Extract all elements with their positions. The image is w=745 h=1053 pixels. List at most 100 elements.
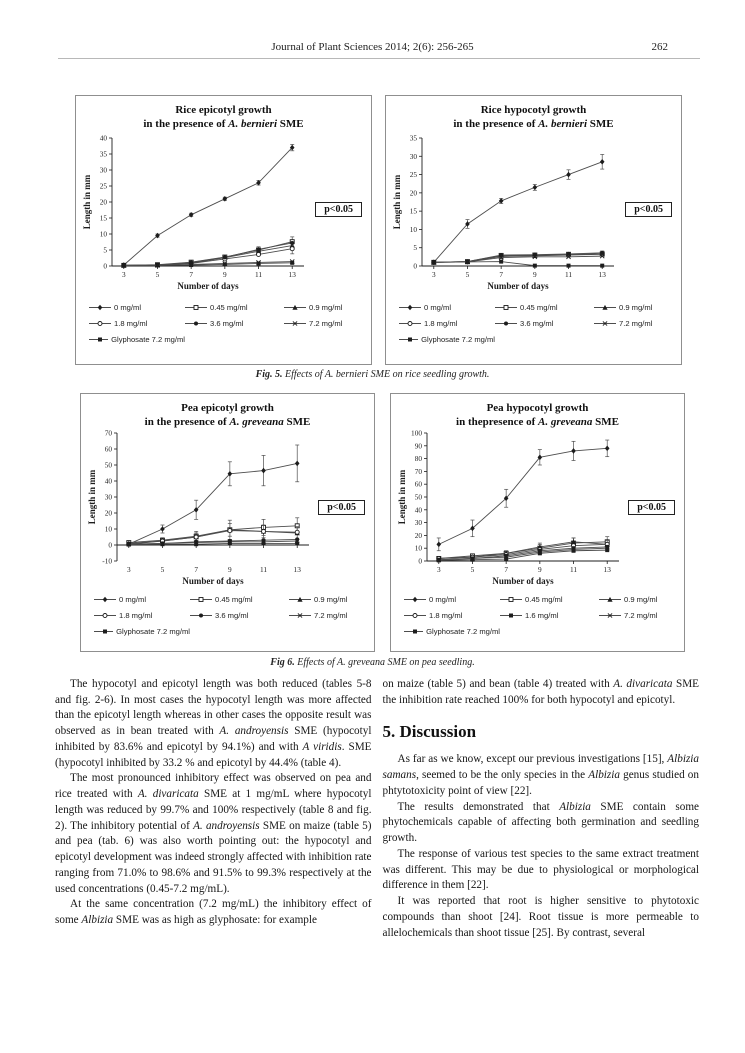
svg-text:Length in mm: Length in mm: [397, 469, 407, 524]
svg-text:0: 0: [418, 557, 422, 566]
legend-marker-icon: [289, 596, 311, 602]
legend-marker-icon: [404, 629, 424, 634]
legend-item: 0 mg/ml: [94, 595, 190, 604]
svg-text:11: 11: [255, 270, 262, 279]
legend-marker-icon: [94, 596, 116, 603]
svg-text:Number of days: Number of days: [177, 281, 239, 291]
svg-text:9: 9: [228, 565, 232, 574]
svg-text:7: 7: [194, 565, 198, 574]
svg-text:100: 100: [411, 429, 422, 438]
chart-pea-hypocotyl: Pea hypocotyl growth in thepresence of A.…: [390, 393, 685, 652]
body-paragraph: At the same concentration (7.2 mg/mL) th…: [55, 898, 372, 927]
legend-item: Glyphosate 7.2 mg/ml: [399, 335, 495, 344]
legend-marker-icon: [190, 597, 212, 602]
svg-text:Length in mm: Length in mm: [392, 174, 402, 229]
legend-marker-icon: [94, 613, 116, 618]
figure-6-caption: Fig 6. Effects of A. greveana SME on pea…: [270, 657, 475, 668]
svg-text:Length in mm: Length in mm: [82, 174, 92, 229]
svg-text:13: 13: [604, 565, 612, 574]
legend-item: 0.9 mg/ml: [289, 595, 368, 604]
chart-legend: 0 mg/ml 0.45 mg/ml 0.9 mg/ml 1.8 mg/ml 3.6 m…: [399, 303, 675, 344]
legend-label: 0 mg/ml: [119, 595, 147, 604]
body-paragraph: As far as we know, except our previous i…: [382, 753, 700, 797]
svg-text:50: 50: [105, 461, 113, 470]
svg-text:0: 0: [103, 262, 107, 271]
svg-text:Number of days: Number of days: [492, 576, 554, 586]
legend-marker-icon: [89, 337, 109, 342]
svg-text:-10: -10: [102, 557, 112, 566]
body-paragraph: The results demonstrated that Albizia SM…: [382, 800, 700, 845]
legend-label: 0.9 mg/ml: [314, 595, 348, 604]
legend-marker-icon: [399, 321, 421, 326]
legend-label: 3.6 mg/ml: [520, 319, 554, 328]
legend-marker-icon: [500, 613, 522, 618]
svg-text:11: 11: [570, 565, 577, 574]
chart-legend: 0 mg/ml 0.45 mg/ml 0.9 mg/ml 1.8 mg/ml 3.6 m…: [89, 303, 365, 344]
legend-marker-icon: [399, 304, 421, 311]
svg-text:30: 30: [410, 152, 418, 161]
legend-marker-icon: [404, 613, 426, 618]
legend-marker-icon: [599, 596, 621, 602]
chart-title: Pea epicotyl growth in the presence of A.…: [144, 402, 311, 429]
legend-label: 0 mg/ml: [424, 303, 452, 312]
legend-item: 0.45 mg/ml: [185, 303, 284, 312]
svg-text:20: 20: [105, 509, 113, 518]
svg-text:15: 15: [410, 207, 418, 216]
legend-marker-icon: [594, 321, 616, 326]
svg-text:5: 5: [161, 565, 165, 574]
svg-text:5: 5: [156, 270, 160, 279]
legend-label: 1.8 mg/ml: [114, 319, 148, 328]
svg-text:5: 5: [471, 565, 475, 574]
legend-item: 1.6 mg/ml: [500, 611, 599, 620]
legend-label: 0 mg/ml: [429, 595, 457, 604]
svg-text:5: 5: [413, 243, 417, 252]
svg-text:60: 60: [415, 480, 423, 489]
svg-text:20: 20: [415, 531, 423, 540]
svg-text:70: 70: [415, 467, 423, 476]
chart-pea-epicotyl: Pea epicotyl growth in the presence of A.…: [80, 393, 375, 652]
body-paragraph: on maize (table 5) and bean (table 4) tr…: [382, 678, 700, 706]
legend-marker-icon: [284, 321, 306, 326]
legend-label: 0.9 mg/ml: [309, 303, 343, 312]
legend-marker-icon: [190, 613, 212, 618]
svg-text:35: 35: [100, 150, 108, 159]
legend-marker-icon: [284, 304, 306, 310]
svg-text:7: 7: [499, 270, 503, 279]
legend-marker-icon: [399, 337, 419, 342]
legend-label: 0.45 mg/ml: [520, 303, 558, 312]
figure-5-row: Rice epicotyl growth in the presence of A…: [75, 95, 682, 365]
svg-text:3: 3: [127, 565, 131, 574]
legend-label: 0.45 mg/ml: [215, 595, 253, 604]
legend-item: 7.2 mg/ml: [289, 611, 368, 620]
legend-item: Glyphosate 7.2 mg/ml: [404, 627, 500, 636]
p-value-label: p<0.05: [625, 202, 672, 217]
legend-label: 0 mg/ml: [114, 303, 142, 312]
legend-label: 0.9 mg/ml: [624, 595, 658, 604]
svg-text:10: 10: [410, 225, 418, 234]
p-value-label: p<0.05: [318, 500, 365, 515]
legend-label: 7.2 mg/ml: [309, 319, 343, 328]
legend-marker-icon: [89, 304, 111, 311]
svg-text:3: 3: [437, 565, 441, 574]
svg-text:13: 13: [599, 270, 607, 279]
legend-label: 0.45 mg/ml: [525, 595, 563, 604]
p-value-label: p<0.05: [628, 500, 675, 515]
legend-marker-icon: [89, 321, 111, 326]
legend-label: Glyphosate 7.2 mg/ml: [116, 627, 190, 636]
chart-plot: -10 0 10 20 30 40 50 60 70 3 5 7 9 11 13 Number of days…: [87, 429, 309, 586]
svg-text:30: 30: [105, 493, 113, 502]
legend-label: 1.8 mg/ml: [424, 319, 458, 328]
legend-item: 1.8 mg/ml: [399, 319, 495, 328]
chart-title: Rice epicotyl growth in the presence of A…: [143, 104, 304, 131]
svg-text:40: 40: [415, 505, 423, 514]
legend-item: 1.8 mg/ml: [94, 611, 190, 620]
legend-label: 1.6 mg/ml: [525, 611, 559, 620]
legend-marker-icon: [94, 629, 114, 634]
chart-rice-hypocotyl: Rice hypocotyl growth in the presence of …: [385, 95, 682, 365]
page-number: 262: [651, 41, 669, 53]
svg-text:11: 11: [565, 270, 572, 279]
legend-marker-icon: [500, 597, 522, 602]
svg-text:40: 40: [100, 134, 108, 143]
